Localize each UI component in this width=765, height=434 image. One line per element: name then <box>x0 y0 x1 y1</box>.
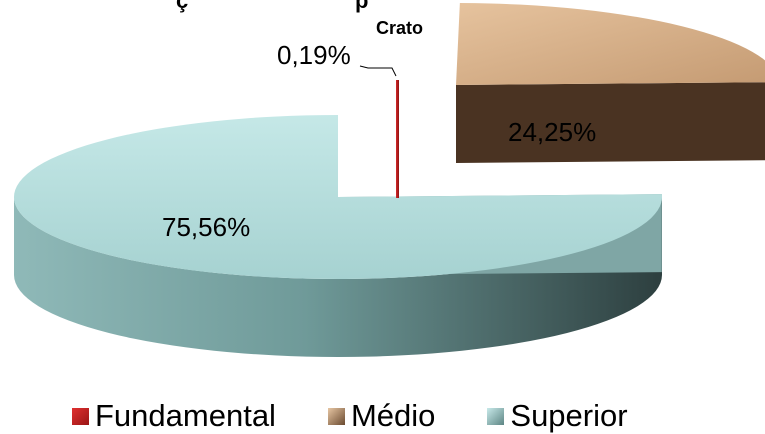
data-label-fundamental: 0,19% <box>277 40 351 70</box>
chart-subtitle: Crato <box>376 18 424 38</box>
legend-swatch-medio <box>327 407 345 425</box>
legend-item-medio: Médio <box>327 398 436 434</box>
legend-label-medio: Médio <box>350 398 436 433</box>
slice-medio <box>456 3 765 85</box>
slice-medio-cut <box>456 82 765 163</box>
chart-legend: Fundamental Médio Superior <box>72 398 628 434</box>
data-label-superior: 75,56% <box>162 212 250 242</box>
slice-superior-side <box>14 197 662 357</box>
legend-swatch-fundamental <box>72 407 89 425</box>
leader-line-fundamental <box>359 65 397 77</box>
chart-title-fragment-1: ç <box>176 0 189 13</box>
legend-item-superior: Superior <box>487 398 628 434</box>
legend-item-fundamental: Fundamental <box>72 398 276 434</box>
chart-title-fragment-2: p <box>355 0 369 13</box>
legend-label-superior: Superior <box>510 398 628 433</box>
legend-swatch-superior <box>487 407 505 425</box>
slice-superior <box>13 115 662 279</box>
data-label-medio: 24,25% <box>508 117 596 147</box>
legend-label-fundamental: Fundamental <box>95 398 276 433</box>
slice-fundamental <box>396 80 399 198</box>
